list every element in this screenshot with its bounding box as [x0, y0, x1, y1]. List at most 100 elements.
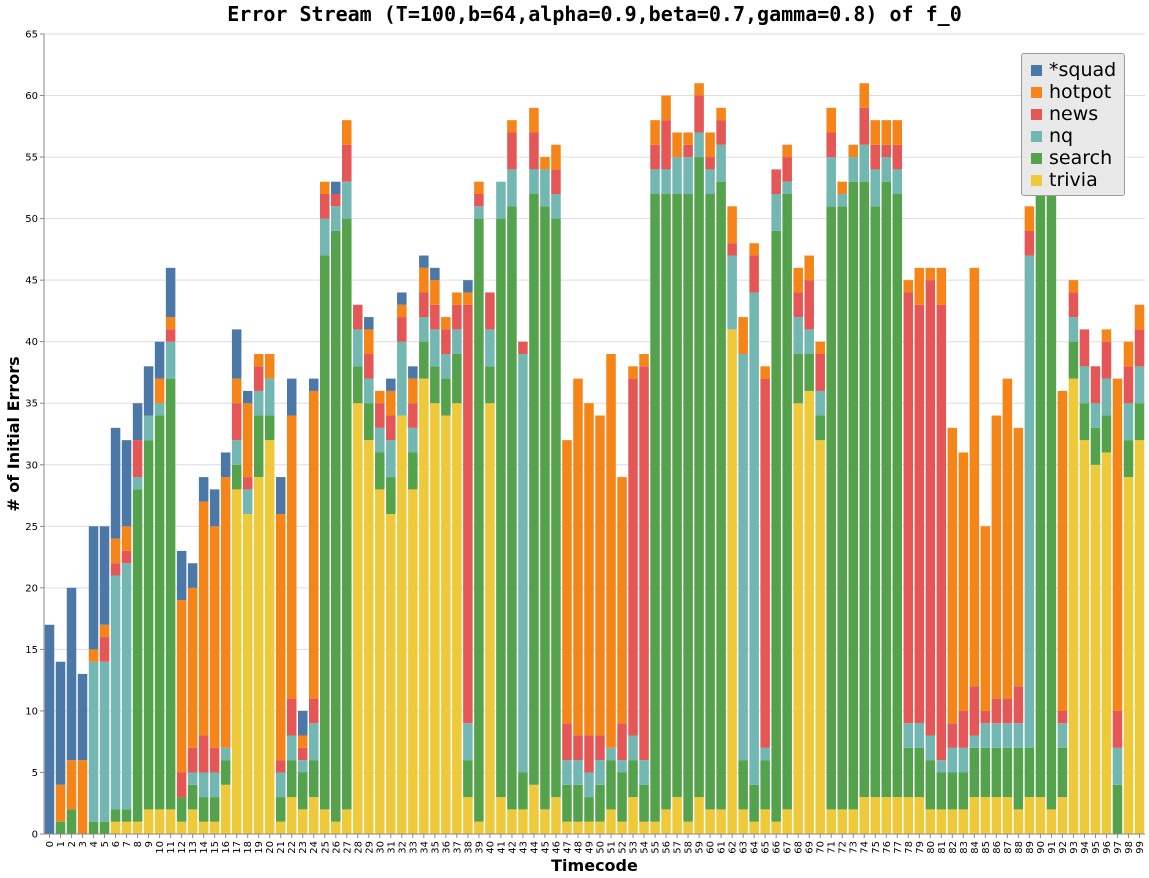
bar-segment-hotpot [672, 132, 682, 158]
bar-segment-hotpot [441, 317, 451, 330]
bar-segment-squad [220, 452, 231, 478]
bar-segment-search [760, 760, 770, 810]
bar-segment-search [364, 403, 374, 441]
bar-segment-hotpot [286, 415, 297, 699]
bar-segment-nq [507, 169, 517, 207]
x-tick-label: 71 [827, 841, 838, 854]
bar-segment-news [397, 317, 407, 342]
bar-segment-nq [683, 157, 693, 194]
bar-segment-trivia [1046, 809, 1057, 834]
bar-segment-trivia [969, 797, 980, 834]
x-tick-label: 96 [1102, 841, 1113, 854]
bar-segment-trivia [474, 821, 484, 834]
bar-segment-nq [1101, 378, 1112, 416]
bar-segment-search [991, 747, 1002, 798]
bar-segment-squad [386, 378, 396, 391]
x-tick-label: 86 [992, 841, 1003, 854]
bar-segment-squad [88, 526, 99, 650]
bar-segment-hotpot [540, 157, 550, 170]
bar-segment-search [958, 772, 969, 810]
bar-segment-search [529, 194, 539, 785]
bar-segment-nq [650, 169, 660, 194]
bar-segment-hotpot [661, 95, 671, 121]
bar-segment-squad [143, 366, 154, 416]
bar-segment-news [914, 304, 925, 724]
bar-segment-nq [1112, 747, 1123, 785]
bar-segment-trivia [771, 821, 781, 834]
bar-segment-hotpot [573, 378, 583, 736]
bar-segment-hotpot [176, 600, 187, 773]
bar-segment-news [441, 329, 451, 354]
bar-segment-nq [1090, 403, 1101, 428]
bar-segment-nq [121, 563, 132, 810]
bar-segment-nq [408, 427, 418, 453]
bar-segment-hotpot [474, 181, 484, 194]
bar-segment-nq [694, 132, 704, 158]
x-tick-label: 46 [551, 841, 562, 854]
bar-segment-news [628, 378, 638, 736]
bar-segment-hotpot [419, 267, 429, 293]
x-tick-label: 98 [1124, 841, 1135, 854]
legend-swatch [1031, 152, 1042, 164]
bar-segment-squad [187, 563, 198, 588]
bar-segment-nq [1002, 723, 1013, 748]
bar-segment-search [1079, 403, 1090, 441]
x-tick-label: 20 [265, 841, 276, 854]
bar-segment-search [386, 477, 396, 514]
bar-segment-news [639, 366, 649, 761]
x-axis-title: Timecode [551, 856, 638, 875]
bar-segment-hotpot [650, 120, 660, 145]
y-tick-label: 50 [25, 214, 38, 225]
bar-segment-nq [991, 723, 1002, 748]
x-tick-label: 19 [254, 841, 265, 854]
bar-segment-news [485, 292, 495, 330]
bar-segment-trivia [595, 821, 605, 834]
bar-segment-squad [77, 674, 88, 761]
bar-segment-search [485, 366, 495, 404]
bar-segment-nq [364, 378, 374, 404]
bar-segment-nq [220, 747, 231, 761]
y-tick-label: 0 [32, 830, 38, 841]
bar-segment-search [452, 354, 462, 404]
bar-segment-nq [606, 747, 616, 761]
bar-segment-hotpot [110, 538, 121, 564]
bar-segment-news [518, 341, 528, 354]
x-tick-label: 85 [981, 841, 992, 854]
bar-segment-nq [165, 341, 176, 379]
bar-segment-nq [892, 169, 903, 194]
bar-segment-news [782, 157, 792, 182]
bar-segment-trivia [1079, 440, 1090, 834]
bar-segment-search [1024, 747, 1035, 798]
bar-segment-trivia [1002, 797, 1013, 834]
bar-segment-news [595, 735, 605, 761]
bar-segment-squad [463, 280, 473, 293]
bar-segment-nq [441, 354, 451, 379]
legend-label: news [1049, 103, 1099, 125]
legend-label: *squad [1049, 59, 1117, 81]
bar-segment-hotpot [231, 378, 242, 404]
bar-segment-hotpot [727, 206, 737, 244]
bar-segment-hotpot [529, 107, 539, 133]
x-tick-label: 75 [871, 841, 882, 854]
x-tick-label: 1 [56, 841, 67, 847]
bar-segment-trivia [375, 489, 385, 834]
bar-segment-hotpot [716, 107, 726, 121]
bar-segment-nq [353, 329, 363, 367]
x-tick-label: 39 [474, 841, 485, 854]
bar-segment-trivia [187, 809, 198, 834]
bar-segment-trivia [1090, 464, 1101, 834]
bar-segment-hotpot [154, 378, 165, 404]
bar-segment-trivia [760, 809, 770, 834]
bar-segment-search [947, 772, 958, 810]
bar-segment-hotpot [342, 120, 352, 145]
bar-segment-nq [320, 218, 330, 256]
bar-segment-trivia [628, 797, 638, 834]
bar-segment-news [562, 723, 572, 761]
bar-segment-nq [88, 661, 99, 822]
bar-segment-search [408, 452, 418, 490]
x-tick-label: 9 [144, 841, 155, 847]
bar-segment-hotpot [364, 329, 374, 354]
bar-segment-squad [286, 378, 297, 416]
bar-segment-news [386, 415, 396, 441]
x-tick-label: 5 [100, 841, 111, 847]
